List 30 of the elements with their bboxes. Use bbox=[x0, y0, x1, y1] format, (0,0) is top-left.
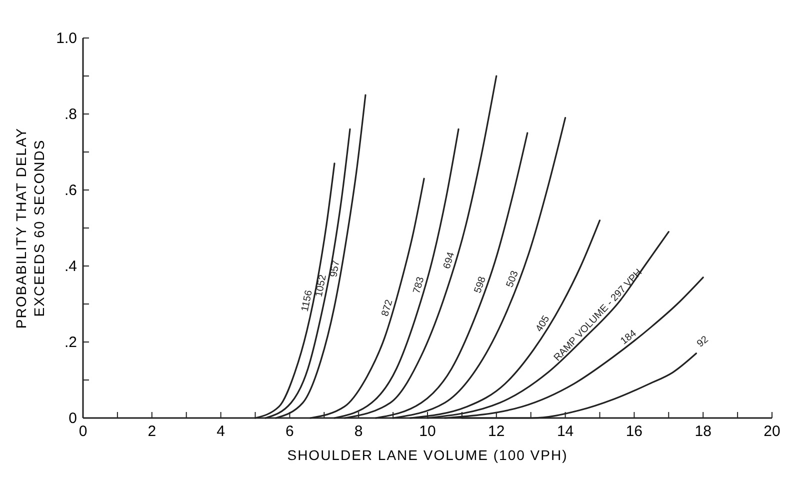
x-tick-label: 8 bbox=[354, 423, 363, 440]
y-tick-label: .2 bbox=[64, 334, 77, 351]
x-tick-label: 10 bbox=[419, 423, 436, 440]
y-tick-label: .4 bbox=[64, 258, 77, 275]
y-tick-label: .8 bbox=[64, 106, 77, 123]
text: 957 bbox=[328, 259, 342, 278]
y-tick-label: .6 bbox=[64, 182, 77, 199]
text: 598 bbox=[472, 274, 489, 295]
x-tick-label: 2 bbox=[148, 423, 156, 440]
text: 1156 bbox=[300, 288, 316, 313]
text: 92 bbox=[695, 334, 712, 350]
x-tick-label: 14 bbox=[556, 423, 574, 440]
x-tick-label: 4 bbox=[216, 423, 225, 440]
text: 783 bbox=[412, 275, 427, 295]
x-tick-label: 20 bbox=[764, 423, 780, 440]
text: 405 bbox=[534, 314, 552, 334]
text: 1052 bbox=[314, 273, 329, 298]
y-axis-title: PROBABILITY THAT DELAY EXCEEDS 60 SECONDS bbox=[13, 127, 47, 329]
x-tick-label: 0 bbox=[78, 423, 88, 440]
x-tick-label: 18 bbox=[694, 423, 712, 440]
y-tick-label: 1.0 bbox=[56, 30, 77, 47]
x-tick-label: 16 bbox=[626, 423, 643, 440]
x-tick-label: 6 bbox=[286, 423, 294, 440]
text: 184 bbox=[618, 328, 640, 348]
text: 694 bbox=[442, 250, 458, 270]
x-tick-label: 12 bbox=[488, 423, 505, 440]
text: 503 bbox=[504, 269, 522, 290]
y-tick-label: 0 bbox=[68, 410, 77, 427]
text: 872 bbox=[380, 298, 396, 318]
x-axis-title: SHOULDER LANE VOLUME (100 VPH) bbox=[287, 447, 568, 463]
